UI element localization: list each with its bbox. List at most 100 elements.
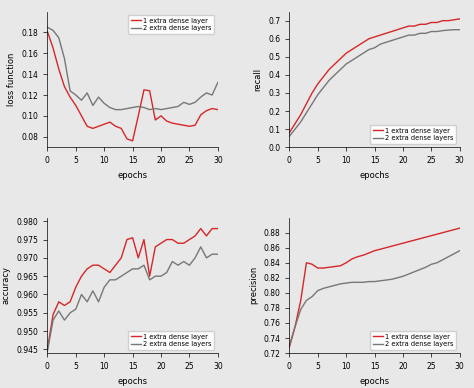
1 extra dense layer: [355, 255, 360, 259]
1 extra dense layer: [417, 22, 423, 27]
Line: 1 extra dense layer: 1 extra dense layer: [47, 31, 218, 141]
Line: 1 extra dense layer: 1 extra dense layer: [289, 19, 460, 133]
1 extra dense layer: [309, 91, 315, 95]
1 extra dense layer: [377, 247, 383, 251]
1 extra dense layer: [446, 18, 451, 23]
2 extra dense layers: [360, 280, 366, 285]
1 extra dense layer: [428, 233, 434, 238]
2 extra dense layers: [360, 51, 366, 55]
Line: 1 extra dense layer: 1 extra dense layer: [47, 229, 218, 350]
1 extra dense layer: [320, 74, 326, 79]
1 extra dense layer: [50, 312, 56, 317]
2 extra dense layers: [136, 104, 141, 109]
1 extra dense layer: [394, 28, 400, 32]
2 extra dense layers: [113, 107, 118, 112]
2 extra dense layers: [451, 28, 457, 32]
2 extra dense layers: [96, 95, 101, 99]
2 extra dense layers: [315, 288, 320, 293]
1 extra dense layer: [210, 226, 215, 231]
1 extra dense layer: [400, 241, 406, 246]
2 extra dense layers: [411, 33, 417, 38]
1 extra dense layer: [153, 244, 158, 249]
2 extra dense layers: [372, 279, 377, 284]
2 extra dense layers: [113, 277, 118, 282]
Legend: 1 extra dense layer, 2 extra dense layers: 1 extra dense layer, 2 extra dense layer…: [128, 15, 214, 34]
1 extra dense layer: [383, 245, 389, 250]
1 extra dense layer: [204, 234, 210, 238]
2 extra dense layers: [56, 308, 62, 313]
2 extra dense layers: [107, 277, 113, 282]
2 extra dense layers: [406, 33, 411, 38]
1 extra dense layer: [45, 347, 50, 352]
2 extra dense layers: [440, 257, 446, 262]
1 extra dense layer: [457, 17, 463, 21]
1 extra dense layer: [73, 103, 79, 108]
1 extra dense layer: [337, 263, 343, 268]
2 extra dense layers: [62, 318, 67, 322]
2 extra dense layers: [377, 279, 383, 283]
2 extra dense layers: [90, 289, 96, 293]
Legend: 1 extra dense layer, 2 extra dense layers: 1 extra dense layer, 2 extra dense layer…: [370, 331, 456, 350]
Line: 1 extra dense layer: 1 extra dense layer: [289, 228, 460, 347]
1 extra dense layer: [170, 237, 175, 242]
1 extra dense layer: [332, 264, 337, 269]
1 extra dense layer: [337, 56, 343, 61]
2 extra dense layers: [130, 105, 136, 110]
1 extra dense layer: [79, 274, 84, 279]
1 extra dense layer: [141, 237, 147, 242]
1 extra dense layer: [62, 84, 67, 89]
1 extra dense layer: [96, 124, 101, 128]
2 extra dense layers: [457, 28, 463, 32]
2 extra dense layers: [192, 100, 198, 105]
1 extra dense layer: [315, 81, 320, 86]
1 extra dense layer: [428, 20, 434, 25]
2 extra dense layers: [383, 278, 389, 282]
1 extra dense layer: [446, 229, 451, 234]
X-axis label: epochs: epochs: [118, 377, 148, 386]
2 extra dense layers: [101, 101, 107, 106]
Y-axis label: accuracy: accuracy: [2, 266, 11, 304]
1 extra dense layer: [118, 126, 124, 131]
2 extra dense layers: [215, 80, 221, 85]
1 extra dense layer: [406, 24, 411, 28]
2 extra dense layers: [158, 274, 164, 279]
2 extra dense layers: [332, 283, 337, 288]
2 extra dense layers: [332, 73, 337, 77]
2 extra dense layers: [198, 95, 204, 99]
1 extra dense layer: [96, 263, 101, 267]
1 extra dense layer: [192, 123, 198, 128]
1 extra dense layer: [292, 121, 298, 126]
1 extra dense layer: [45, 29, 50, 34]
2 extra dense layers: [204, 91, 210, 95]
1 extra dense layer: [389, 244, 394, 249]
2 extra dense layers: [315, 92, 320, 97]
1 extra dense layer: [198, 226, 204, 231]
Line: 2 extra dense layers: 2 extra dense layers: [289, 251, 460, 346]
1 extra dense layer: [360, 253, 366, 258]
1 extra dense layer: [164, 237, 170, 242]
2 extra dense layers: [124, 270, 130, 275]
2 extra dense layers: [394, 275, 400, 280]
1 extra dense layer: [372, 248, 377, 253]
1 extra dense layer: [332, 62, 337, 66]
2 extra dense layers: [141, 105, 147, 110]
1 extra dense layer: [411, 238, 417, 242]
2 extra dense layers: [355, 280, 360, 285]
1 extra dense layer: [457, 226, 463, 230]
2 extra dense layers: [326, 78, 332, 83]
1 extra dense layer: [136, 256, 141, 260]
2 extra dense layers: [147, 277, 153, 282]
Line: 2 extra dense layers: 2 extra dense layers: [47, 27, 218, 110]
2 extra dense layers: [45, 25, 50, 29]
1 extra dense layer: [377, 33, 383, 38]
2 extra dense layers: [107, 105, 113, 110]
1 extra dense layer: [56, 67, 62, 71]
2 extra dense layers: [153, 274, 158, 279]
2 extra dense layers: [187, 263, 192, 267]
2 extra dense layers: [440, 28, 446, 33]
1 extra dense layer: [349, 47, 355, 52]
2 extra dense layers: [292, 127, 298, 132]
1 extra dense layer: [107, 270, 113, 275]
2 extra dense layers: [158, 107, 164, 112]
2 extra dense layers: [101, 285, 107, 289]
